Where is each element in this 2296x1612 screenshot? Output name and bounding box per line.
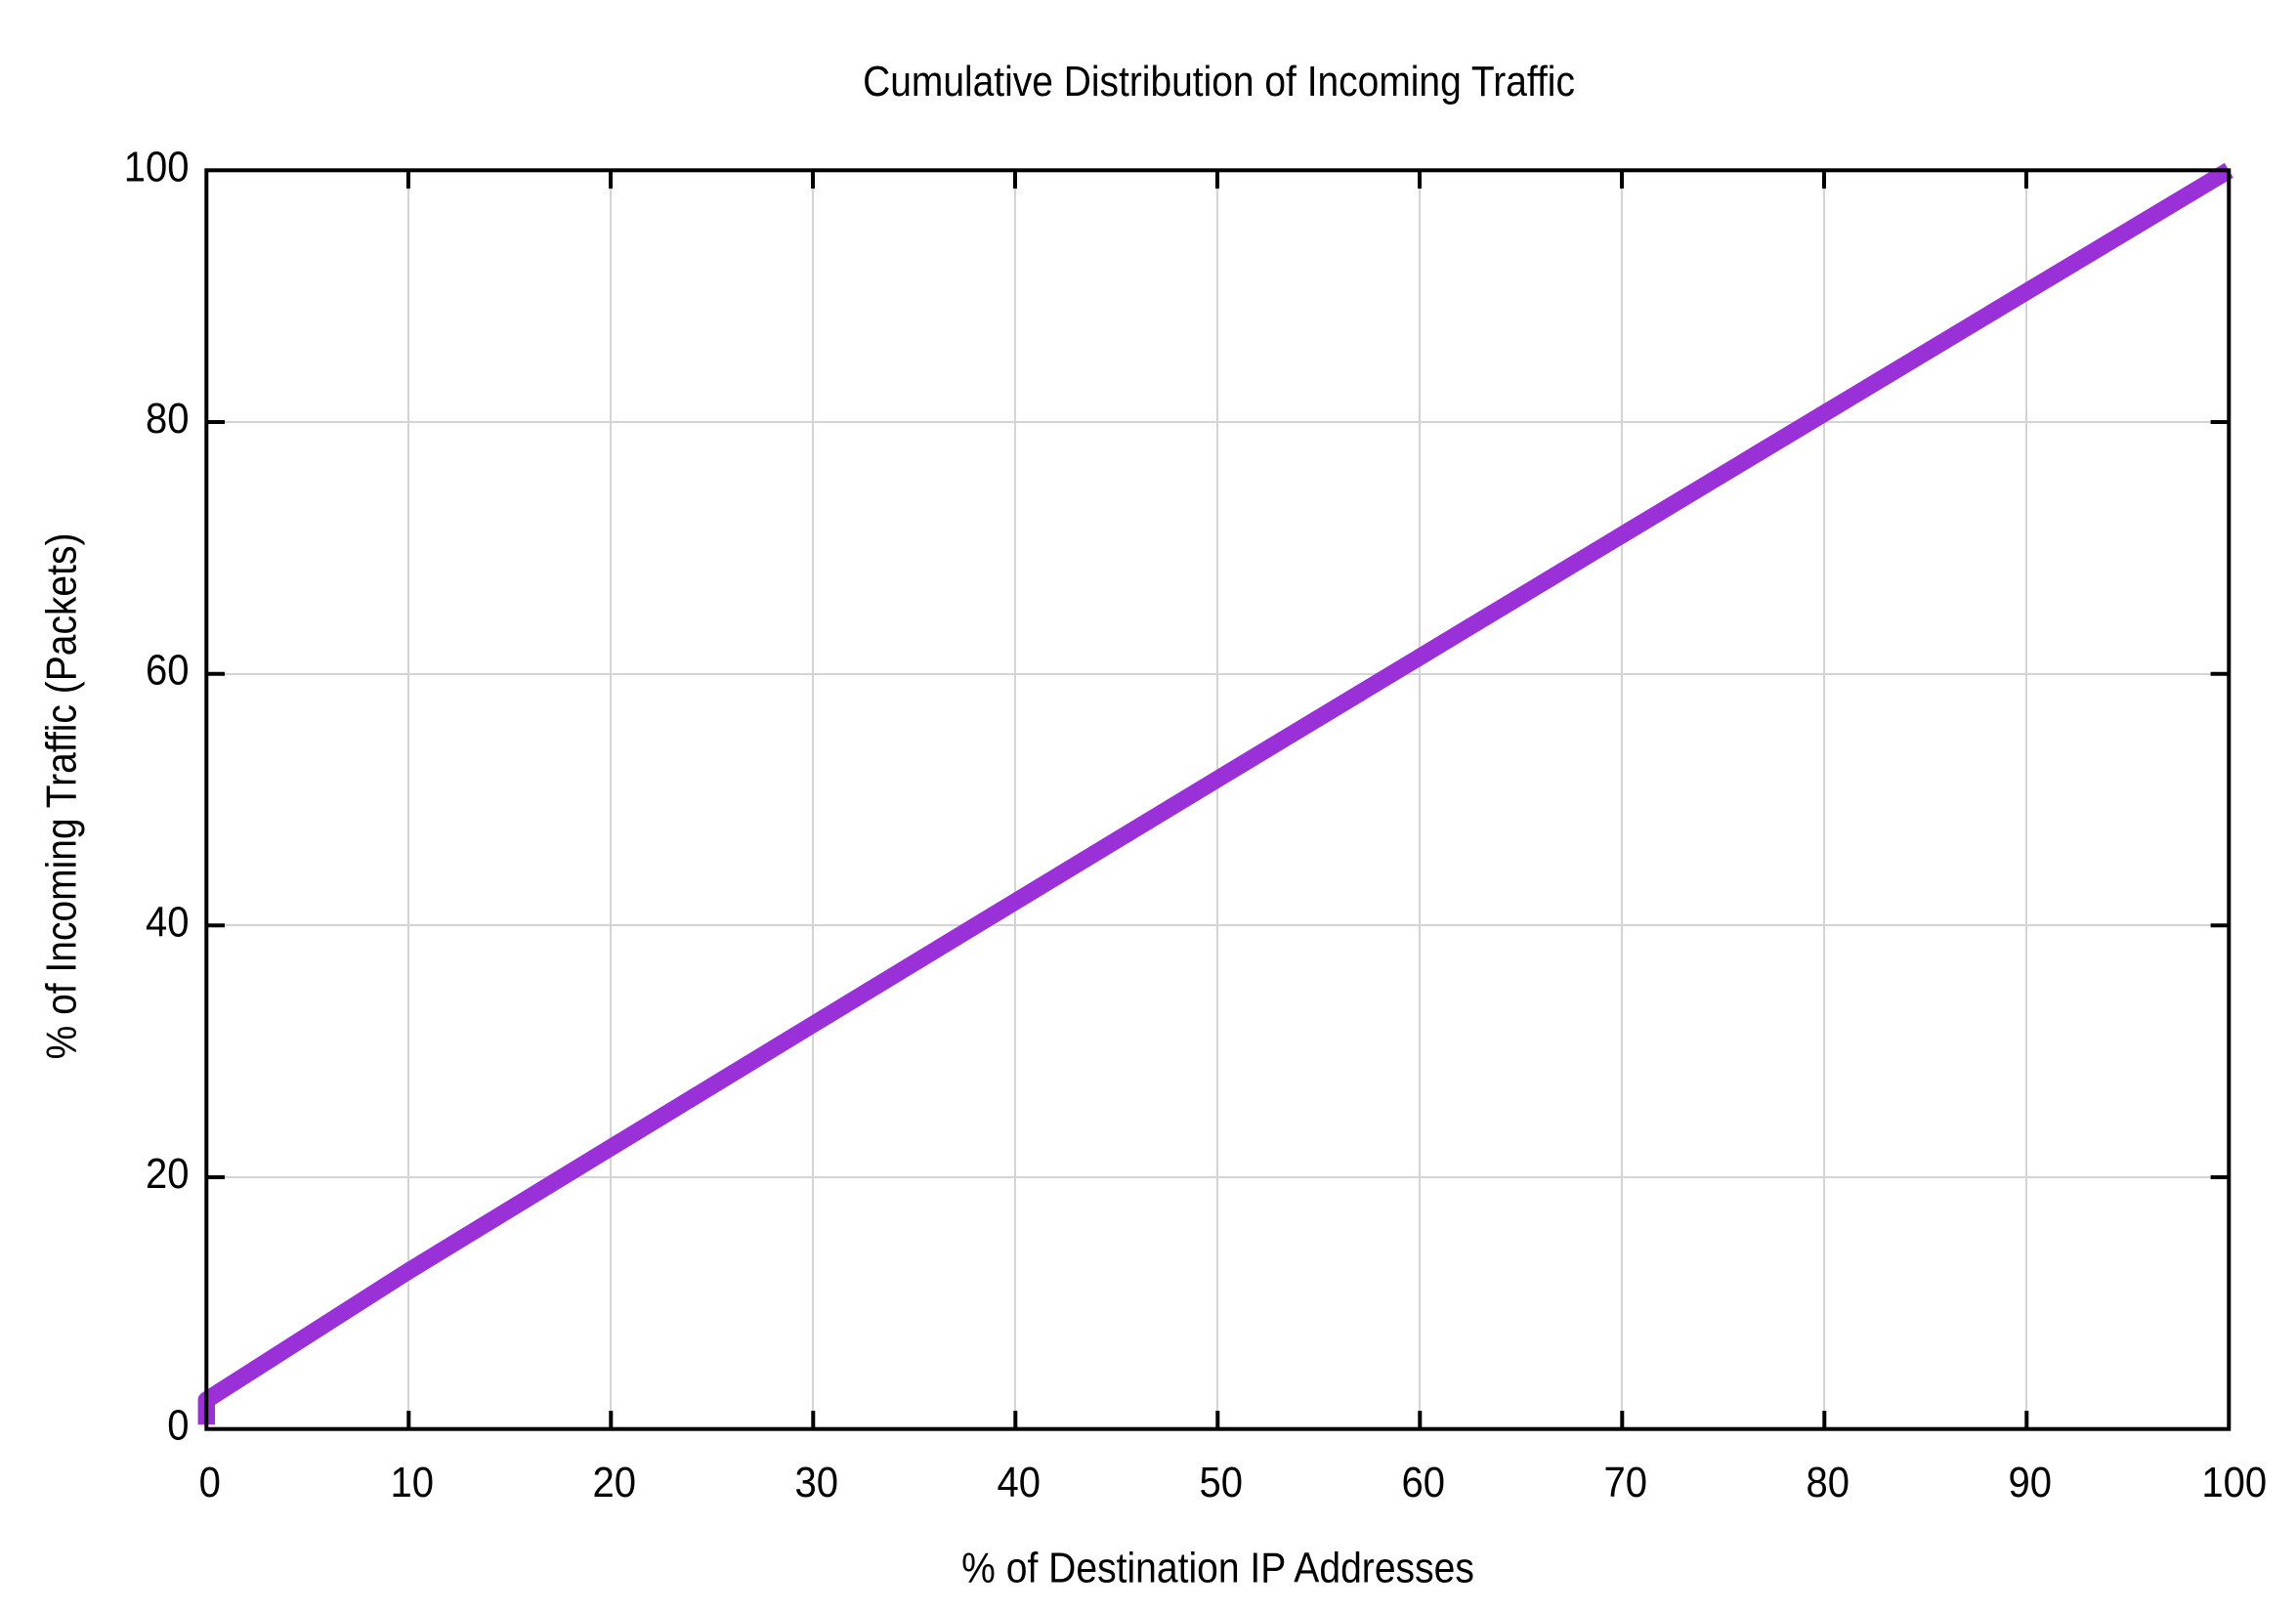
svg-text:0: 0 <box>167 1401 189 1449</box>
svg-text:90: 90 <box>2009 1458 2053 1506</box>
svg-text:100: 100 <box>2201 1458 2267 1506</box>
svg-text:100: 100 <box>124 143 190 191</box>
svg-text:20: 20 <box>593 1458 637 1506</box>
svg-text:20: 20 <box>146 1149 190 1197</box>
svg-text:50: 50 <box>1200 1458 1244 1506</box>
svg-text:60: 60 <box>1402 1458 1446 1506</box>
svg-text:40: 40 <box>146 898 190 946</box>
svg-text:70: 70 <box>1604 1458 1648 1506</box>
svg-text:40: 40 <box>998 1458 1042 1506</box>
svg-text:10: 10 <box>391 1458 435 1506</box>
svg-text:% of Incoming Traffic (Packets: % of Incoming Traffic (Packets) <box>36 533 85 1060</box>
svg-text:Cumulative Distribution of Inc: Cumulative Distribution of Incoming Traf… <box>863 57 1575 106</box>
svg-text:60: 60 <box>146 646 190 694</box>
svg-text:0: 0 <box>199 1458 221 1506</box>
svg-text:80: 80 <box>1807 1458 1850 1506</box>
svg-text:30: 30 <box>795 1458 839 1506</box>
svg-text:80: 80 <box>146 394 190 442</box>
svg-text:% of Destination IP Addresses: % of Destination IP Addresses <box>961 1543 1474 1591</box>
